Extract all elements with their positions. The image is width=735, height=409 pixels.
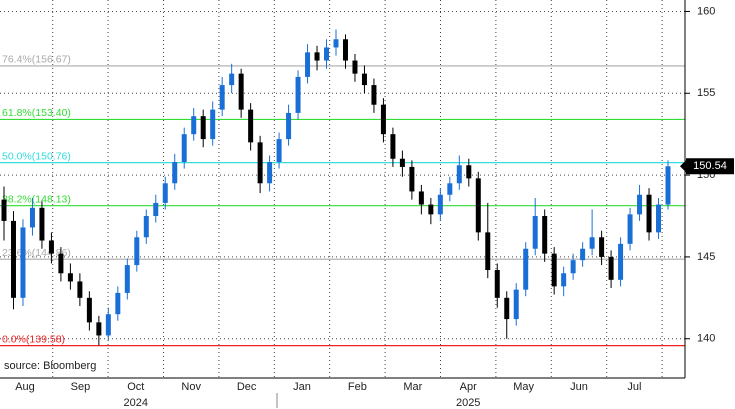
fib-label: 50.0%(150.76) (2, 150, 71, 162)
candle-body (172, 162, 178, 184)
candle-body (314, 52, 320, 61)
candle-body (466, 165, 472, 179)
candle-body (399, 158, 405, 167)
last-price-box (686, 158, 734, 175)
last-price-label: 150.54 (693, 160, 727, 172)
candle-body (551, 253, 557, 287)
x-tick-label: Nov (181, 381, 201, 393)
candle-body (504, 297, 510, 320)
fib-label: 76.4%(156.67) (2, 54, 71, 66)
candle-body (305, 52, 311, 77)
candle-body (58, 253, 64, 274)
fib-label: 38.2%(148.13) (2, 193, 71, 205)
candle-body (181, 134, 187, 162)
candle-body (162, 183, 168, 203)
x-tick-label: May (513, 381, 534, 393)
candle-body (96, 322, 102, 336)
candle-body (191, 116, 197, 135)
candle-body (627, 214, 633, 244)
candle-body (219, 85, 225, 110)
candle-body (267, 162, 273, 184)
x-tick-label: Jan (293, 381, 311, 393)
candle-body (532, 216, 538, 249)
candle-body (428, 204, 434, 215)
candle-body (115, 292, 121, 315)
candle-body (124, 265, 130, 293)
candle-body (29, 207, 35, 228)
candle-body (276, 139, 282, 162)
candle-body (494, 270, 500, 298)
y-tick-label: 155 (697, 87, 715, 99)
candle-body (380, 104, 386, 135)
candle-body (77, 281, 83, 298)
y-tick-label: 145 (697, 251, 715, 263)
candle-body (475, 178, 481, 233)
candle-body (608, 256, 614, 280)
candle-body (20, 227, 26, 298)
candle-body (665, 166, 671, 205)
x-tick-label: Mar (403, 381, 422, 393)
candle-body (67, 273, 73, 282)
candle-body (286, 112, 292, 140)
candle-body (1, 199, 7, 221)
x-tick-label: Jul (627, 381, 641, 393)
candle-body (10, 220, 16, 298)
last-price-pointer (680, 160, 686, 173)
candle-body (200, 116, 206, 140)
candle-body (485, 232, 491, 270)
candle-body (447, 183, 453, 195)
candle-body (599, 237, 605, 257)
candle-body (580, 248, 586, 261)
candle-body (561, 273, 567, 287)
candle-body (361, 73, 367, 86)
candle-body (618, 243, 624, 280)
candle-body (210, 109, 216, 140)
year-label: 2024 (124, 397, 148, 409)
candle-body (437, 194, 443, 215)
candle-body (153, 202, 159, 216)
candle-body (48, 240, 54, 254)
candle-body (637, 194, 643, 215)
x-tick-label: Sep (71, 381, 91, 393)
candle-body (570, 260, 576, 274)
candle-body (542, 216, 548, 254)
candle-body (238, 73, 244, 110)
candle-body (333, 39, 339, 48)
y-tick-label: 160 (697, 5, 715, 17)
x-tick-label: Oct (127, 381, 144, 393)
candle-body (646, 194, 652, 233)
source-label: source: Bloomberg (4, 360, 96, 372)
candle-body (390, 134, 396, 159)
candle-body (456, 165, 462, 184)
candle-body (523, 248, 529, 290)
candle-body (257, 142, 263, 184)
candle-body (418, 191, 424, 205)
x-tick-label: Dec (237, 381, 257, 393)
candle-body (134, 237, 140, 266)
candle-body (295, 76, 301, 113)
candle-body (143, 216, 149, 238)
candle-body (409, 166, 415, 192)
candle-body (229, 73, 235, 86)
candle-body (342, 39, 348, 61)
candle-body (39, 207, 45, 241)
x-tick-label: Jun (570, 381, 588, 393)
y-tick-label: 140 (697, 333, 715, 345)
x-tick-label: Apr (460, 381, 477, 393)
candle-body (105, 314, 111, 336)
year-label: 2025 (456, 397, 480, 409)
x-tick-label: Feb (348, 381, 367, 393)
candle-body (589, 237, 595, 249)
fib-label: 0.0%(139.58) (2, 333, 65, 345)
candle-body (86, 297, 92, 323)
candle-body (513, 289, 519, 320)
candle-body (371, 85, 377, 105)
candle-body (248, 109, 254, 143)
candle-body (352, 60, 358, 74)
fib-label: 61.8%(153.40) (2, 107, 71, 119)
candle-body (656, 204, 662, 233)
candle-body (324, 47, 330, 61)
x-tick-label: Aug (15, 381, 35, 393)
